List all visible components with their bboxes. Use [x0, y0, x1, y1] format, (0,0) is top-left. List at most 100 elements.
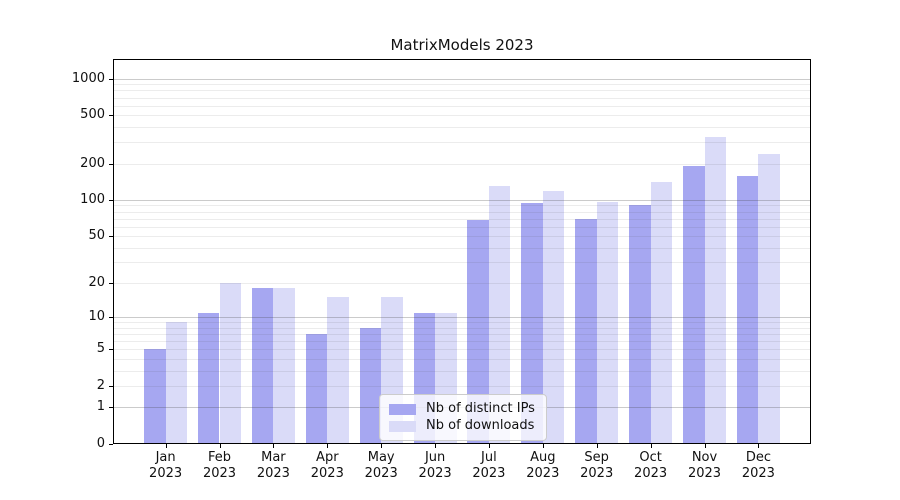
gridline-3: [114, 370, 810, 372]
y-tick-label: 200: [80, 155, 105, 171]
legend-label-distinct-ips: Nb of distinct IPs: [426, 401, 535, 416]
gridline-60: [114, 226, 810, 228]
x-tick-mark: [327, 444, 329, 448]
x-tick-mark: [435, 444, 437, 448]
gridline-7: [114, 334, 810, 335]
x-tick-label: Feb 2023: [202, 450, 237, 481]
bar-distinct-ips-mar: [251, 288, 274, 443]
x-tick-mark: [381, 444, 383, 448]
gridline-400: [114, 127, 810, 128]
y-tick-label: 10: [88, 309, 105, 325]
gridline-700: [114, 97, 810, 99]
gridline-2: [114, 385, 810, 387]
y-tick-mark: [109, 78, 113, 80]
gridline-600: [114, 105, 810, 107]
x-tick-label: Apr 2023: [310, 450, 344, 481]
y-tick-label: 500: [80, 107, 105, 123]
legend: Nb of distinct IPs Nb of downloads: [379, 394, 547, 441]
x-tick-mark: [704, 444, 706, 448]
x-tick-mark: [165, 444, 167, 448]
x-tick-mark: [488, 444, 490, 448]
y-tick-label: 20: [88, 275, 105, 290]
x-tick-label: Nov 2023: [687, 450, 722, 481]
y-tick-mark: [109, 236, 113, 238]
gridline-1000: [114, 78, 810, 80]
x-tick-label: Jan 2023: [149, 450, 183, 481]
gridline-9: [114, 322, 810, 324]
x-tick-mark: [273, 444, 275, 448]
bar-downloads-jul: [488, 186, 511, 443]
bar-distinct-ips-jan: [144, 349, 166, 443]
x-tick-label: Sep 2023: [580, 450, 614, 481]
bar-downloads-jan: [165, 322, 188, 443]
y-tick-mark: [109, 163, 113, 165]
bar-downloads-feb: [219, 283, 242, 443]
legend-swatch-downloads: [389, 420, 416, 432]
y-tick-mark: [109, 283, 113, 284]
gridline-300: [114, 142, 810, 144]
bar-distinct-ips-jul: [467, 220, 489, 443]
x-tick-mark: [650, 444, 652, 448]
x-tick-label: Mar 2023: [256, 450, 290, 481]
gridline-900: [114, 84, 810, 86]
x-tick-mark: [758, 444, 760, 448]
y-tick-mark: [109, 349, 113, 351]
bar-downloads-sep: [596, 201, 619, 443]
gridline-800: [114, 90, 810, 92]
y-tick-mark: [109, 444, 113, 445]
gridline-200: [114, 163, 810, 165]
bar-distinct-ips-dec: [736, 175, 759, 443]
plot-area: [113, 59, 811, 444]
gridline-90: [114, 205, 810, 207]
y-tick-label: 2: [96, 377, 105, 393]
gridline-30: [114, 262, 810, 264]
gridline-40: [114, 247, 810, 249]
gridline-20: [114, 283, 810, 284]
y-tick-label: 0: [96, 436, 105, 451]
x-tick-label: Dec 2023: [741, 450, 775, 481]
y-tick-label: 1: [96, 399, 105, 415]
y-tick-mark: [109, 385, 113, 387]
legend-entry-distinct-ips: Nb of distinct IPs: [389, 401, 538, 417]
y-tick-label: 100: [80, 191, 105, 207]
gridline-5: [114, 349, 810, 351]
x-tick-mark: [542, 444, 544, 448]
gridline-4: [114, 358, 810, 360]
bar-distinct-ips-nov: [683, 166, 705, 443]
x-tick-label: Jun 2023: [418, 450, 452, 481]
x-tick-label: Oct 2023: [634, 450, 668, 481]
bar-downloads-oct: [650, 182, 673, 443]
legend-entry-downloads: Nb of downloads: [389, 418, 538, 434]
gridline-500: [114, 115, 810, 117]
legend-swatch-distinct-ips: [389, 403, 416, 415]
bar-downloads-mar: [273, 288, 295, 443]
x-tick-label: Jul 2023: [472, 450, 506, 481]
x-tick-label: Aug 2023: [526, 450, 560, 481]
legend-label-downloads: Nb of downloads: [426, 418, 535, 433]
gridline-10: [114, 317, 810, 319]
chart-title: MatrixModels 2023: [390, 36, 534, 54]
y-tick-mark: [109, 115, 113, 117]
y-tick-label: 1000: [71, 70, 105, 86]
gridline-50: [114, 236, 810, 238]
x-tick-mark: [219, 444, 221, 448]
gridline-6: [114, 341, 810, 343]
y-tick-mark: [109, 407, 113, 409]
gridline-8: [114, 327, 810, 329]
bar-distinct-ips-aug: [521, 202, 543, 443]
bar-downloads-dec: [758, 153, 780, 443]
bar-distinct-ips-may: [359, 327, 382, 443]
gridline-80: [114, 211, 810, 213]
y-tick-label: 50: [88, 228, 105, 244]
bar-downloads-aug: [542, 191, 565, 443]
x-tick-mark: [596, 444, 598, 448]
bar-distinct-ips-oct: [629, 205, 651, 443]
gridline-70: [114, 218, 810, 220]
y-tick-mark: [109, 199, 113, 201]
y-tick-label: 5: [96, 341, 105, 357]
bar-downloads-apr: [327, 297, 349, 443]
bar-distinct-ips-apr: [305, 334, 328, 443]
bar-downloads-nov: [704, 137, 727, 443]
gridline-100: [114, 199, 810, 201]
